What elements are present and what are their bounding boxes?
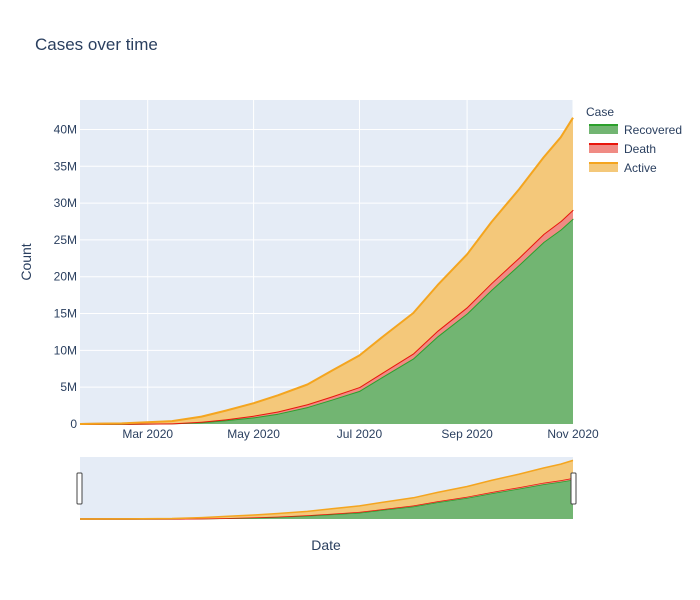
- mini-recovered-area: [80, 479, 573, 519]
- legend-swatch: [589, 125, 618, 134]
- chart-title: Cases over time: [35, 35, 158, 54]
- y-tick-label: 5M: [60, 380, 77, 394]
- x-tick-label: May 2020: [227, 427, 280, 441]
- legend-label: Active: [624, 161, 657, 175]
- y-tick-label: 10M: [54, 343, 77, 357]
- legend-item-recovered[interactable]: Recovered: [589, 123, 682, 137]
- legend-label: Recovered: [624, 123, 682, 137]
- x-tick-label: Sep 2020: [441, 427, 493, 441]
- x-axis-title: Date: [311, 537, 341, 553]
- y-tick-label: 20M: [54, 270, 77, 284]
- y-tick-label: 0: [70, 417, 77, 431]
- y-tick-label: 35M: [54, 159, 77, 173]
- active-line: [79, 117, 574, 425]
- x-axis-ticks: Mar 2020 May 2020 Jul 2020 Sep 2020 Nov 2020: [122, 427, 599, 441]
- range-slider-areas: [79, 459, 574, 520]
- legend-swatch: [589, 144, 618, 153]
- x-tick-label: Mar 2020: [122, 427, 173, 441]
- legend-swatch: [589, 163, 618, 172]
- y-tick-label: 40M: [54, 122, 77, 136]
- y-tick-label: 15M: [54, 307, 77, 321]
- legend-item-death[interactable]: Death: [589, 142, 656, 156]
- y-tick-label: 25M: [54, 233, 77, 247]
- range-slider[interactable]: [76, 457, 577, 520]
- mini-active-line: [79, 459, 574, 520]
- recovered-area: [80, 218, 573, 424]
- active-area: [80, 117, 573, 424]
- x-tick-label: Jul 2020: [337, 427, 383, 441]
- range-slider-right-handle[interactable]: [570, 472, 577, 505]
- y-axis-title: Count: [18, 243, 34, 280]
- legend-label: Death: [624, 142, 656, 156]
- y-axis-ticks: 0 5M 10M 15M 20M 25M 30M 35M 40M: [54, 122, 78, 431]
- range-slider-left-handle[interactable]: [76, 472, 83, 505]
- x-tick-label: Nov 2020: [547, 427, 599, 441]
- mini-active-area: [80, 460, 573, 519]
- legend: Case Recovered Death Active: [586, 105, 682, 175]
- legend-title: Case: [586, 105, 614, 119]
- stacked-areas: [79, 117, 574, 425]
- legend-item-active[interactable]: Active: [589, 161, 657, 175]
- y-tick-label: 30M: [54, 196, 77, 210]
